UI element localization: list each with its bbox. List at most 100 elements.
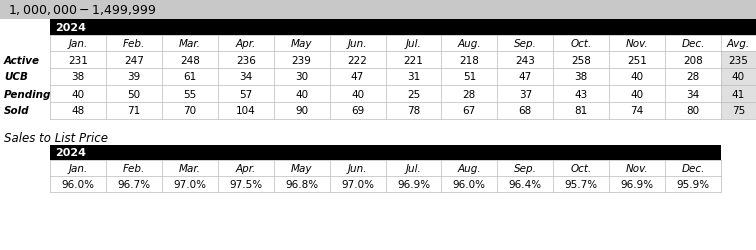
Text: Oct.: Oct.	[571, 39, 592, 49]
Text: 55: 55	[183, 89, 197, 99]
Bar	[721, 102, 756, 120]
Text: May: May	[291, 39, 312, 49]
Bar	[0, 36, 756, 52]
Text: Feb.: Feb.	[122, 39, 145, 49]
Text: 39: 39	[127, 72, 141, 82]
Text: Jan.: Jan.	[68, 39, 88, 49]
Text: 247: 247	[124, 55, 144, 65]
Bar	[0, 102, 756, 120]
Text: 2024: 2024	[55, 23, 86, 33]
Text: 51: 51	[463, 72, 476, 82]
Text: Sold: Sold	[4, 106, 29, 116]
Text: Mar.: Mar.	[179, 39, 201, 49]
Text: 70: 70	[183, 106, 197, 116]
Text: 2024: 2024	[55, 148, 86, 158]
Text: 74: 74	[631, 106, 644, 116]
Text: 75: 75	[732, 106, 745, 116]
Text: 97.5%: 97.5%	[229, 179, 262, 189]
Text: 258: 258	[572, 55, 591, 65]
Bar	[721, 86, 756, 102]
Text: 96.0%: 96.0%	[61, 179, 94, 189]
Text: Sep.: Sep.	[514, 39, 537, 49]
Text: 221: 221	[404, 55, 423, 65]
Text: 239: 239	[292, 55, 311, 65]
Text: 218: 218	[460, 55, 479, 65]
Text: 231: 231	[68, 55, 88, 65]
Text: 243: 243	[516, 55, 535, 65]
Text: 96.9%: 96.9%	[621, 179, 654, 189]
Text: 30: 30	[295, 72, 308, 82]
Text: 41: 41	[732, 89, 745, 99]
Text: 40: 40	[732, 72, 745, 82]
Text: 208: 208	[683, 55, 703, 65]
Text: 95.7%: 95.7%	[565, 179, 598, 189]
Text: 38: 38	[71, 72, 85, 82]
Text: 96.0%: 96.0%	[453, 179, 486, 189]
Bar	[50, 20, 756, 36]
Bar	[0, 160, 721, 176]
Text: Apr.: Apr.	[236, 163, 256, 173]
Text: 80: 80	[686, 106, 699, 116]
Text: Jul.: Jul.	[405, 39, 421, 49]
Text: Dec.: Dec.	[681, 163, 705, 173]
Text: 67: 67	[463, 106, 476, 116]
Text: 57: 57	[239, 89, 253, 99]
Text: 248: 248	[180, 55, 200, 65]
Text: 97.0%: 97.0%	[173, 179, 206, 189]
Text: 97.0%: 97.0%	[341, 179, 374, 189]
Text: 40: 40	[295, 89, 308, 99]
Bar	[0, 86, 756, 102]
Text: 37: 37	[519, 89, 532, 99]
Text: 43: 43	[575, 89, 588, 99]
Text: 47: 47	[519, 72, 532, 82]
Text: 235: 235	[729, 55, 748, 65]
Text: 47: 47	[351, 72, 364, 82]
Bar	[0, 0, 756, 20]
Text: 69: 69	[351, 106, 364, 116]
Text: 96.9%: 96.9%	[397, 179, 430, 189]
Text: 78: 78	[407, 106, 420, 116]
Text: Jan.: Jan.	[68, 163, 88, 173]
Text: 38: 38	[575, 72, 588, 82]
Text: 71: 71	[127, 106, 141, 116]
Text: 81: 81	[575, 106, 588, 116]
Bar	[50, 146, 721, 160]
Text: Feb.: Feb.	[122, 163, 145, 173]
Text: 34: 34	[686, 89, 699, 99]
Text: Pending: Pending	[4, 89, 51, 99]
Text: 31: 31	[407, 72, 420, 82]
Text: 28: 28	[463, 89, 476, 99]
Text: 48: 48	[71, 106, 85, 116]
Text: 96.4%: 96.4%	[509, 179, 542, 189]
Bar	[721, 52, 756, 69]
Bar	[721, 69, 756, 86]
Text: Apr.: Apr.	[236, 39, 256, 49]
Text: Mar.: Mar.	[179, 163, 201, 173]
Text: 34: 34	[239, 72, 253, 82]
Text: Jun.: Jun.	[348, 163, 367, 173]
Text: 222: 222	[348, 55, 367, 65]
Text: UCB: UCB	[4, 72, 28, 82]
Text: 61: 61	[183, 72, 197, 82]
Text: 28: 28	[686, 72, 699, 82]
Text: 95.9%: 95.9%	[677, 179, 710, 189]
Text: Aug.: Aug.	[457, 163, 481, 173]
Bar	[0, 69, 756, 86]
Text: 104: 104	[236, 106, 256, 116]
Text: 251: 251	[627, 55, 647, 65]
Text: 40: 40	[631, 89, 643, 99]
Text: Active: Active	[4, 55, 40, 65]
Text: 50: 50	[127, 89, 141, 99]
Text: Dec.: Dec.	[681, 39, 705, 49]
Text: Aug.: Aug.	[457, 39, 481, 49]
Text: Nov.: Nov.	[626, 163, 649, 173]
Text: $1,000,000 - $1,499,999: $1,000,000 - $1,499,999	[8, 3, 156, 17]
Text: Avg.: Avg.	[727, 39, 750, 49]
Text: 68: 68	[519, 106, 532, 116]
Text: 40: 40	[71, 89, 85, 99]
Bar	[0, 176, 721, 192]
Text: Jul.: Jul.	[405, 163, 421, 173]
Bar	[0, 52, 756, 69]
Text: May: May	[291, 163, 312, 173]
Text: 236: 236	[236, 55, 256, 65]
